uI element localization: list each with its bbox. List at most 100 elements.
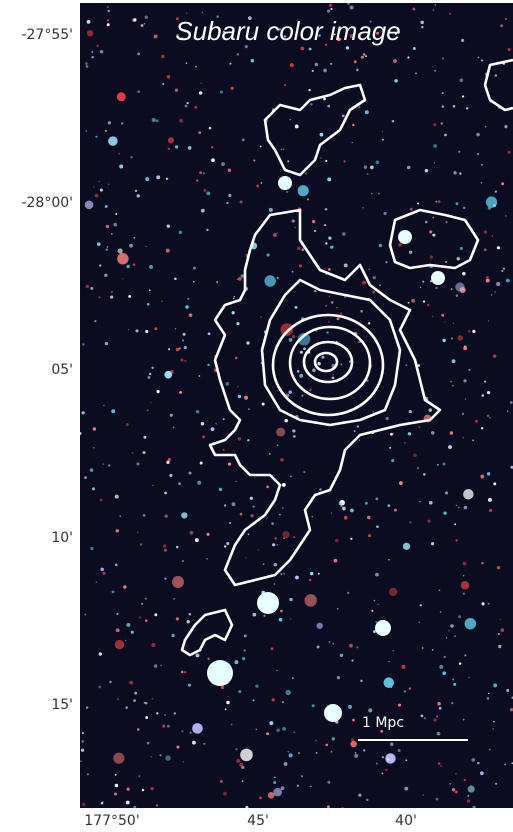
- star: [241, 274, 245, 278]
- star: [497, 566, 500, 569]
- star: [93, 427, 96, 430]
- star: [85, 62, 88, 65]
- star: [116, 628, 120, 632]
- star: [417, 467, 419, 469]
- star: [310, 103, 312, 105]
- star: [432, 217, 434, 219]
- star: [126, 787, 129, 790]
- star: [298, 185, 309, 196]
- star: [373, 276, 376, 279]
- star: [274, 583, 275, 584]
- star: [475, 420, 478, 423]
- star: [461, 581, 469, 589]
- star: [282, 531, 289, 538]
- star: [280, 610, 283, 613]
- star: [481, 562, 484, 565]
- star: [489, 749, 491, 751]
- star: [118, 248, 123, 253]
- star: [312, 516, 313, 517]
- star: [288, 390, 291, 393]
- star: [445, 491, 448, 494]
- star: [122, 278, 123, 279]
- star: [382, 139, 384, 141]
- star: [219, 488, 222, 491]
- star: [432, 234, 435, 237]
- star: [424, 717, 426, 719]
- star: [179, 231, 182, 234]
- star: [279, 514, 281, 516]
- star: [348, 705, 352, 709]
- star: [175, 88, 178, 91]
- star: [501, 182, 504, 185]
- star: [328, 641, 330, 643]
- x-tick-label: 177°50': [84, 813, 139, 829]
- star: [196, 179, 198, 181]
- star: [477, 153, 479, 155]
- star: [273, 781, 276, 784]
- star: [409, 521, 411, 523]
- star: [309, 48, 312, 51]
- star: [385, 769, 388, 772]
- star: [454, 635, 456, 637]
- star: [172, 576, 184, 588]
- star: [480, 475, 484, 479]
- star: [385, 261, 387, 263]
- star: [298, 752, 300, 754]
- star: [168, 348, 170, 350]
- star: [281, 149, 282, 150]
- star: [455, 282, 464, 291]
- star: [166, 178, 168, 180]
- star: [221, 686, 224, 689]
- star: [96, 45, 98, 47]
- star: [186, 12, 187, 13]
- star: [342, 115, 345, 118]
- star: [376, 621, 377, 622]
- star: [422, 794, 424, 796]
- star: [256, 729, 257, 730]
- star: [468, 330, 471, 333]
- star: [97, 242, 101, 246]
- star: [368, 708, 372, 712]
- star: [343, 160, 345, 162]
- star: [179, 347, 181, 349]
- star: [147, 303, 150, 306]
- star: [154, 613, 157, 616]
- star: [117, 92, 126, 101]
- star: [289, 338, 293, 342]
- star: [126, 801, 130, 805]
- star: [279, 618, 283, 622]
- star: [282, 507, 283, 508]
- y-tick-label: 15': [51, 697, 73, 713]
- star: [498, 633, 500, 635]
- star: [439, 665, 443, 669]
- star: [196, 653, 200, 657]
- star: [451, 337, 453, 339]
- star: [141, 24, 144, 27]
- star: [245, 557, 246, 558]
- star: [228, 462, 231, 465]
- star: [485, 126, 486, 127]
- star: [493, 204, 496, 207]
- star: [181, 730, 183, 732]
- star: [320, 133, 324, 137]
- star: [253, 613, 257, 617]
- star: [276, 729, 280, 733]
- star: [240, 201, 243, 204]
- star: [105, 205, 108, 208]
- star: [258, 550, 259, 551]
- star: [145, 702, 147, 704]
- star: [328, 236, 331, 239]
- star: [273, 563, 277, 567]
- star: [152, 485, 154, 487]
- star: [455, 773, 457, 775]
- star: [187, 620, 190, 623]
- star: [156, 712, 158, 714]
- star: [87, 773, 89, 775]
- star: [495, 291, 496, 292]
- star: [154, 327, 157, 330]
- star: [405, 364, 407, 366]
- star: [436, 798, 439, 801]
- star: [421, 715, 424, 718]
- star: [459, 78, 463, 82]
- star: [276, 232, 278, 234]
